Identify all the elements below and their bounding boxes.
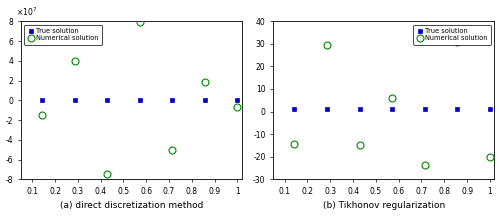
Text: $\times 10^7$: $\times 10^7$ [16,6,38,18]
True solution [136,98,142,101]
True solution [6,98,12,101]
Numerical solution [72,59,78,62]
Numerical solution [422,163,428,166]
Numerical solution [39,114,45,116]
True solution [234,98,240,101]
True solution [292,108,298,111]
True solution [259,108,265,111]
Line: True solution: True solution [260,107,492,112]
True solution [72,98,78,101]
Numerical solution [389,97,395,99]
True solution [202,98,208,101]
Numerical solution [234,106,240,108]
Numerical solution [169,148,175,151]
Numerical solution [292,143,298,146]
Numerical solution [6,96,12,98]
True solution [39,98,45,101]
Numerical solution [454,40,460,43]
True solution [169,98,175,101]
Numerical solution [202,81,208,84]
Line: Numerical solution: Numerical solution [6,19,241,178]
Line: True solution: True solution [7,97,240,102]
True solution [487,108,493,111]
Line: Numerical solution: Numerical solution [258,38,494,168]
Numerical solution [324,44,330,46]
True solution [104,98,110,101]
Numerical solution [136,21,142,24]
Numerical solution [104,173,110,176]
X-axis label: (a) direct discretization method: (a) direct discretization method [60,202,203,210]
True solution [324,108,330,111]
X-axis label: (b) Tikhonov regularization: (b) Tikhonov regularization [322,202,445,210]
True solution [356,108,362,111]
True solution [389,108,395,111]
Legend: True solution, Numerical solution: True solution, Numerical solution [414,25,491,45]
Numerical solution [487,155,493,158]
Legend: True solution, Numerical solution: True solution, Numerical solution [24,25,102,45]
Numerical solution [356,144,362,147]
Numerical solution [259,97,265,99]
True solution [422,108,428,111]
True solution [454,108,460,111]
